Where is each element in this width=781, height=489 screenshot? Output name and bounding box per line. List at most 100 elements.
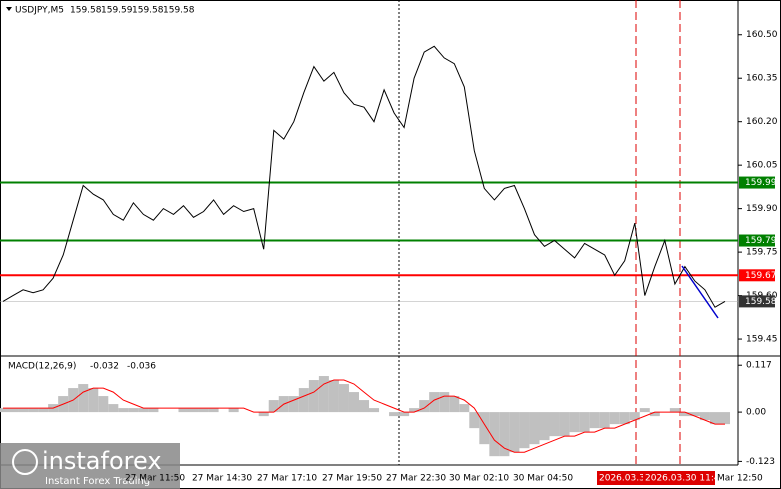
macd-bar bbox=[148, 408, 159, 413]
marker-label: 2026.03.30 11:40 bbox=[645, 474, 726, 484]
trend-line bbox=[681, 265, 719, 319]
ohlc-value: 159.58 bbox=[163, 6, 195, 16]
y-tick-label: 159.45 bbox=[746, 335, 778, 345]
marker-box bbox=[643, 471, 715, 485]
y-tick-label: 159.75 bbox=[746, 248, 778, 258]
level-label-box bbox=[739, 176, 775, 189]
macd-bar bbox=[419, 400, 430, 413]
macd-bar bbox=[619, 412, 630, 425]
x-tick-label: 27 Mar 17:10 bbox=[257, 474, 317, 484]
macd-bar bbox=[599, 412, 610, 429]
macd-bar bbox=[78, 384, 89, 413]
marker-box bbox=[597, 471, 643, 485]
macd-bar bbox=[0, 408, 9, 413]
macd-bar bbox=[539, 412, 550, 441]
macd-bar bbox=[178, 408, 189, 413]
x-tick-label: 27 Mar 22:30 bbox=[386, 474, 446, 484]
level-label-box bbox=[739, 269, 775, 282]
macd-bar bbox=[228, 408, 239, 413]
ohlc-value: 159.59 bbox=[101, 6, 133, 16]
y-tick-label: 160.20 bbox=[746, 117, 778, 127]
macd-bar bbox=[649, 412, 660, 417]
level-label: 159.79 bbox=[745, 236, 777, 246]
current-price-label: 159.58 bbox=[745, 297, 777, 307]
macd-bar bbox=[328, 380, 339, 413]
macd-bar bbox=[198, 408, 209, 413]
macd-bar bbox=[288, 396, 299, 413]
macd-bar bbox=[409, 408, 420, 413]
macd-bar bbox=[579, 412, 590, 433]
macd-bar bbox=[479, 412, 490, 445]
macd-bar bbox=[128, 408, 139, 413]
macd-bar bbox=[519, 412, 530, 449]
y-tick-label: 160.05 bbox=[746, 161, 778, 171]
macd-bar bbox=[188, 408, 199, 413]
macd-bar bbox=[28, 408, 39, 413]
x-tick-label: Mar 12:50 bbox=[717, 474, 763, 484]
ohlc-value: 159.58 bbox=[132, 6, 164, 16]
macd-bar bbox=[669, 408, 680, 413]
macd-bar bbox=[298, 388, 309, 413]
macd-bar bbox=[499, 412, 510, 457]
ohlc-value: 159.58 bbox=[70, 6, 102, 16]
macd-bar bbox=[439, 392, 450, 413]
logo-brand: instaforex bbox=[42, 447, 162, 475]
macd-bar bbox=[679, 412, 690, 417]
macd-bar bbox=[358, 400, 370, 413]
macd-bar bbox=[208, 408, 219, 413]
macd-bar bbox=[318, 376, 329, 413]
y-tick-label: 0.00 bbox=[746, 408, 766, 418]
menu-arrow bbox=[6, 7, 12, 11]
macd-bar bbox=[399, 412, 410, 417]
macd-bar bbox=[308, 380, 319, 413]
macd-bar bbox=[138, 408, 149, 413]
price-line bbox=[2, 45, 726, 308]
macd-bar bbox=[509, 412, 520, 453]
level-label: 159.67 bbox=[745, 271, 777, 281]
chart-title: USDJPY,M5 bbox=[15, 6, 64, 16]
level-label: 159.99 bbox=[745, 178, 777, 188]
macd-bar bbox=[258, 412, 269, 417]
y-tick-label: 0.117 bbox=[746, 361, 772, 371]
x-tick-label: 30 Mar 02:10 bbox=[449, 474, 509, 484]
y-tick-label: 160.50 bbox=[746, 30, 778, 40]
macd-bar bbox=[569, 412, 580, 433]
macd-bar bbox=[549, 412, 560, 437]
marker-label: 2026.03.3 bbox=[599, 474, 645, 484]
macd-bar bbox=[459, 404, 470, 413]
macd-bar bbox=[709, 412, 720, 425]
macd-bar bbox=[689, 412, 700, 417]
macd-bar bbox=[529, 412, 540, 445]
macd-title: MACD(12,26,9) bbox=[8, 362, 76, 372]
macd-bar bbox=[559, 412, 570, 437]
macd-bar bbox=[609, 412, 620, 425]
current-price-box bbox=[739, 295, 775, 308]
macd-bar bbox=[449, 396, 460, 413]
x-tick-label: 30 Mar 04:50 bbox=[513, 474, 573, 484]
macd-reading: -0.036 bbox=[127, 362, 156, 372]
macd-bar bbox=[389, 412, 400, 417]
macd-bar bbox=[98, 396, 109, 413]
macd-bar bbox=[118, 408, 129, 413]
macd-bar bbox=[589, 412, 600, 429]
x-tick-label: 27 Mar 11:50 bbox=[125, 474, 185, 484]
level-label-box bbox=[739, 234, 775, 247]
y-tick-label: -0.123 bbox=[746, 457, 775, 467]
logo-icon bbox=[12, 449, 38, 475]
y-tick-label: 160.35 bbox=[746, 74, 778, 84]
macd-bar bbox=[88, 388, 99, 413]
macd-bar bbox=[429, 392, 440, 413]
macd-bar bbox=[338, 384, 349, 413]
macd-bar bbox=[108, 404, 119, 413]
macd-bar bbox=[469, 412, 480, 429]
macd-bar bbox=[18, 408, 29, 413]
macd-bar bbox=[639, 408, 650, 413]
macd-bar bbox=[489, 412, 500, 457]
macd-bar bbox=[699, 412, 710, 421]
logo-tagline: Instant Forex Trading bbox=[45, 476, 150, 487]
y-tick-label: 159.90 bbox=[746, 204, 778, 214]
x-tick-label: 27 Mar 19:50 bbox=[322, 474, 382, 484]
macd-bar bbox=[8, 408, 19, 413]
macd-bar bbox=[38, 408, 49, 413]
